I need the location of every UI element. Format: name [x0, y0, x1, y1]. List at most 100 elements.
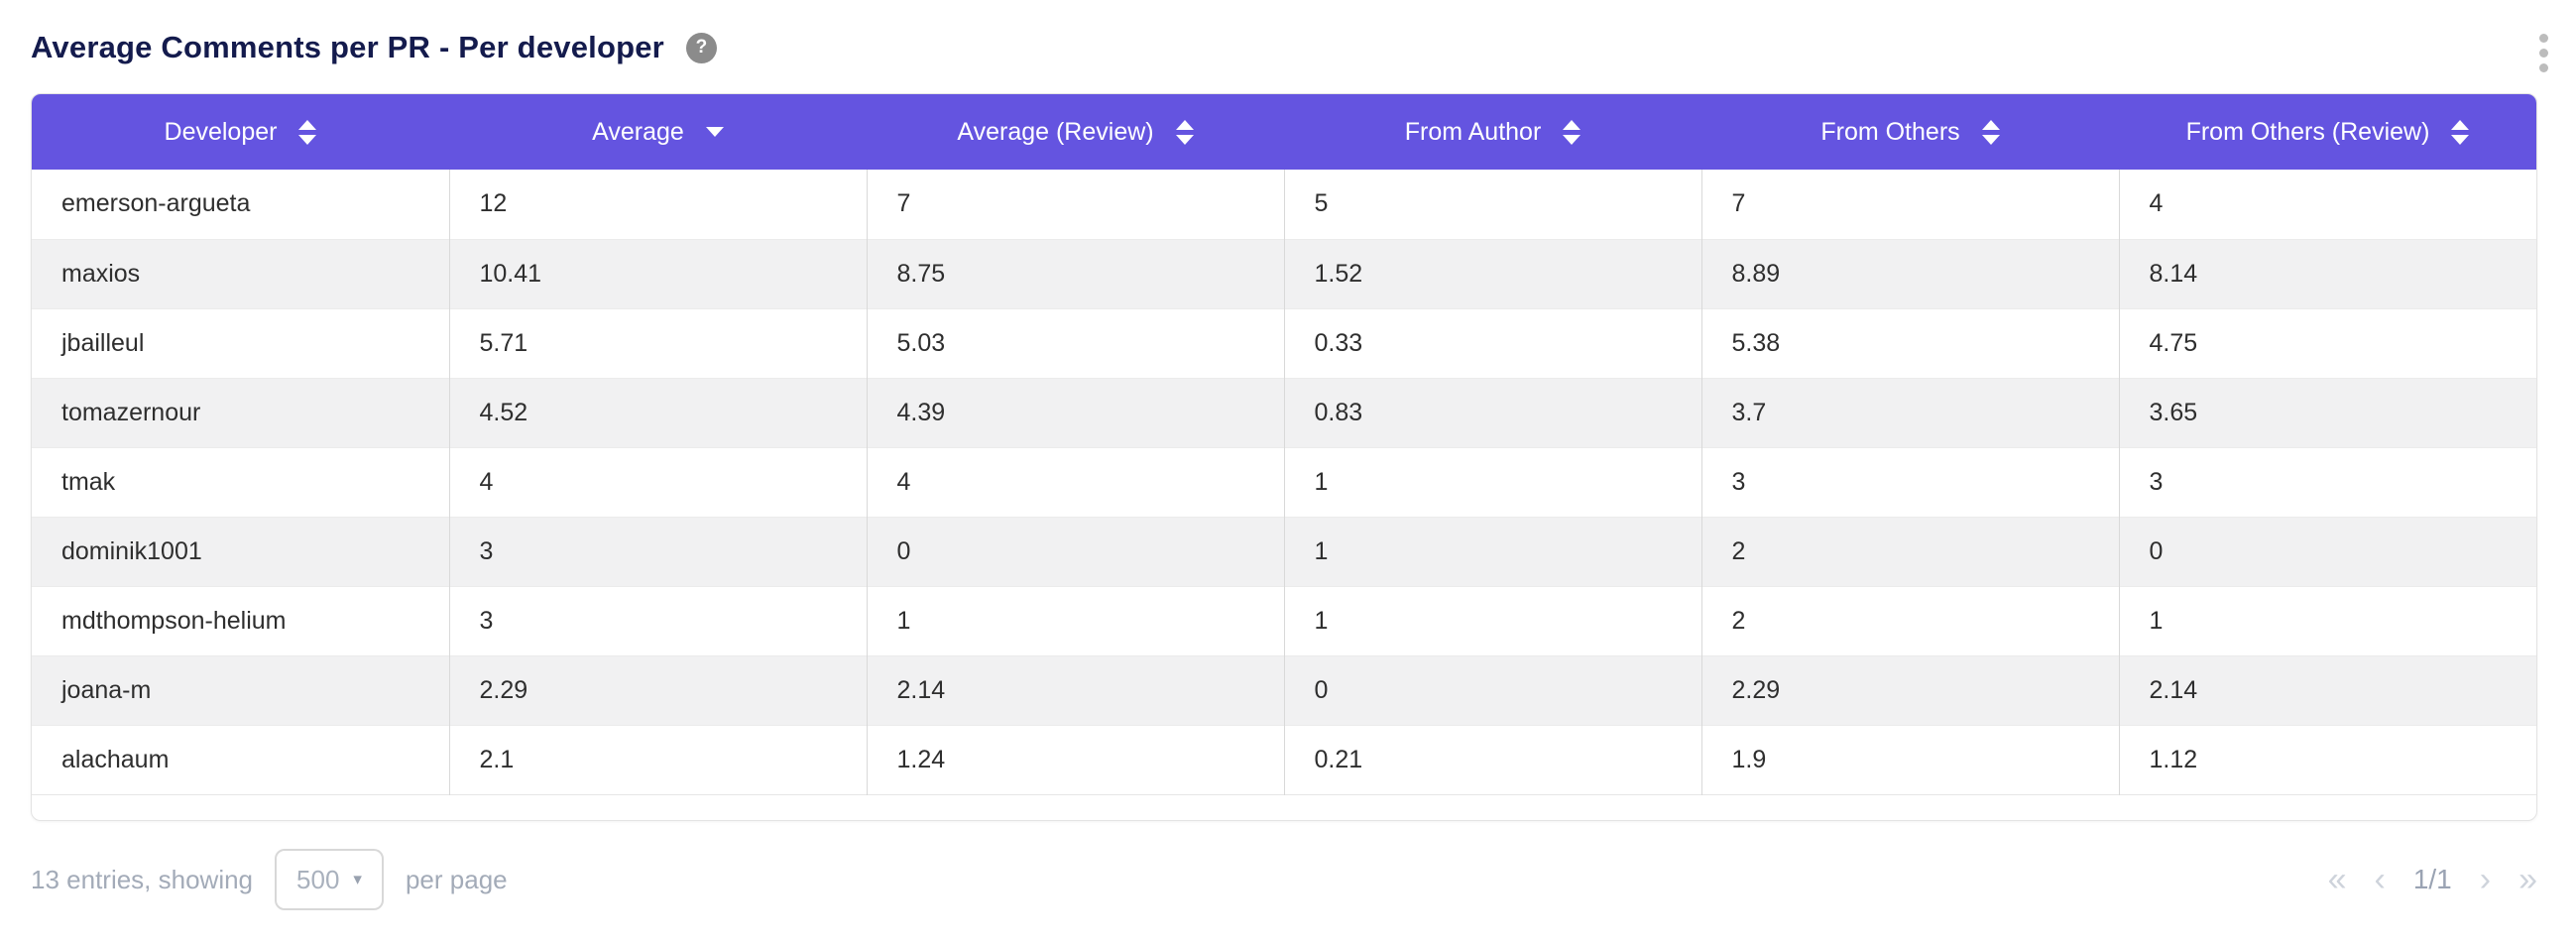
- value-cell: 4.75: [2119, 308, 2536, 378]
- prev-page-button[interactable]: ‹: [2374, 863, 2385, 896]
- entries-text: 13 entries, showing: [31, 865, 253, 895]
- table-row: dominik100130120: [32, 517, 2536, 586]
- first-page-button[interactable]: «: [2328, 863, 2347, 896]
- value-cell: 4: [867, 447, 1284, 517]
- column-label: Average (Review): [957, 118, 1153, 147]
- value-cell: 1.24: [867, 725, 1284, 794]
- value-cell: 1: [1284, 586, 1701, 655]
- page-size-value: 500: [296, 865, 339, 895]
- value-cell: 0.33: [1284, 308, 1701, 378]
- column-label: Developer: [165, 118, 278, 147]
- column-header-from-author[interactable]: From Author: [1284, 94, 1701, 170]
- value-cell: 3: [449, 517, 867, 586]
- value-cell: 3: [2119, 447, 2536, 517]
- sort-both-icon: [1563, 120, 1581, 145]
- value-cell: 5: [1284, 170, 1701, 239]
- value-cell: 4.39: [867, 378, 1284, 447]
- developer-cell: emerson-argueta: [32, 170, 449, 239]
- table-row: joana-m2.292.1402.292.14: [32, 655, 2536, 725]
- value-cell: 1: [1284, 447, 1701, 517]
- kebab-menu-icon[interactable]: [2535, 30, 2552, 76]
- sort-desc-icon: [706, 127, 724, 137]
- value-cell: 1.52: [1284, 239, 1701, 308]
- value-cell: 4: [2119, 170, 2536, 239]
- value-cell: 4.52: [449, 378, 867, 447]
- column-header-average-review[interactable]: Average (Review): [867, 94, 1284, 170]
- value-cell: 5.38: [1701, 308, 2119, 378]
- value-cell: 3: [449, 586, 867, 655]
- table-row: alachaum2.11.240.211.91.12: [32, 725, 2536, 794]
- value-cell: 2.1: [449, 725, 867, 794]
- developer-cell: maxios: [32, 239, 449, 308]
- last-page-button[interactable]: »: [2518, 863, 2537, 896]
- value-cell: 2.14: [867, 655, 1284, 725]
- developer-cell: tomazernour: [32, 378, 449, 447]
- value-cell: 3: [1701, 447, 2119, 517]
- developer-cell: alachaum: [32, 725, 449, 794]
- developer-cell: joana-m: [32, 655, 449, 725]
- sort-both-icon: [1982, 120, 2000, 145]
- developer-cell: mdthompson-helium: [32, 586, 449, 655]
- table-row: maxios10.418.751.528.898.14: [32, 239, 2536, 308]
- widget-page: Average Comments per PR - Per developer …: [0, 0, 2576, 944]
- value-cell: 0: [867, 517, 1284, 586]
- value-cell: 12: [449, 170, 867, 239]
- table-row: tmak44133: [32, 447, 2536, 517]
- sort-both-icon: [2451, 120, 2469, 145]
- page-title: Average Comments per PR - Per developer: [31, 30, 664, 65]
- value-cell: 0.83: [1284, 378, 1701, 447]
- table-row: tomazernour4.524.390.833.73.65: [32, 378, 2536, 447]
- value-cell: 2.29: [1701, 655, 2119, 725]
- table-card: Developer Average Average (Review) From Aut…: [31, 93, 2537, 821]
- table-row: mdthompson-helium31121: [32, 586, 2536, 655]
- value-cell: 10.41: [449, 239, 867, 308]
- table-row: emerson-argueta127574: [32, 170, 2536, 239]
- value-cell: 2: [1701, 586, 2119, 655]
- value-cell: 2.14: [2119, 655, 2536, 725]
- help-icon[interactable]: ?: [686, 33, 717, 63]
- value-cell: 0: [1284, 655, 1701, 725]
- widget-titlebar: Average Comments per PR - Per developer …: [31, 24, 2545, 71]
- developer-cell: dominik1001: [32, 517, 449, 586]
- page-size-dropdown[interactable]: 500 ▾: [275, 849, 384, 910]
- value-cell: 5.03: [867, 308, 1284, 378]
- table-row: jbailleul5.715.030.335.384.75: [32, 308, 2536, 378]
- value-cell: 1: [2119, 586, 2536, 655]
- developer-cell: jbailleul: [32, 308, 449, 378]
- column-label: From Others: [1820, 118, 1959, 147]
- value-cell: 8.14: [2119, 239, 2536, 308]
- column-header-from-others-review[interactable]: From Others (Review): [2119, 94, 2536, 170]
- next-page-button[interactable]: ›: [2480, 863, 2491, 896]
- column-header-developer[interactable]: Developer: [32, 94, 449, 170]
- value-cell: 5.71: [449, 308, 867, 378]
- column-header-from-others[interactable]: From Others: [1701, 94, 2119, 170]
- value-cell: 7: [1701, 170, 2119, 239]
- column-label: From Author: [1405, 118, 1542, 147]
- value-cell: 1: [867, 586, 1284, 655]
- value-cell: 8.75: [867, 239, 1284, 308]
- value-cell: 4: [449, 447, 867, 517]
- value-cell: 2.29: [449, 655, 867, 725]
- entries-summary: 13 entries, showing 500 ▾ per page: [31, 849, 508, 910]
- pagination: « ‹ 1/1 › »: [2328, 863, 2537, 896]
- developer-comments-table: Developer Average Average (Review) From Aut…: [32, 94, 2536, 795]
- page-indicator: 1/1: [2413, 864, 2452, 895]
- value-cell: 0.21: [1284, 725, 1701, 794]
- per-page-text: per page: [406, 865, 508, 895]
- column-label: Average: [592, 118, 684, 147]
- table-footer: 13 entries, showing 500 ▾ per page « ‹ 1…: [31, 849, 2537, 910]
- sort-both-icon: [1176, 120, 1194, 145]
- chevron-down-icon: ▾: [353, 870, 362, 889]
- value-cell: 3.7: [1701, 378, 2119, 447]
- value-cell: 1: [1284, 517, 1701, 586]
- value-cell: 2: [1701, 517, 2119, 586]
- value-cell: 1.12: [2119, 725, 2536, 794]
- value-cell: 0: [2119, 517, 2536, 586]
- column-header-average[interactable]: Average: [449, 94, 867, 170]
- value-cell: 3.65: [2119, 378, 2536, 447]
- value-cell: 1.9: [1701, 725, 2119, 794]
- column-label: From Others (Review): [2186, 118, 2430, 147]
- value-cell: 8.89: [1701, 239, 2119, 308]
- sort-both-icon: [298, 120, 316, 145]
- table-header: Developer Average Average (Review) From Aut…: [32, 94, 2536, 170]
